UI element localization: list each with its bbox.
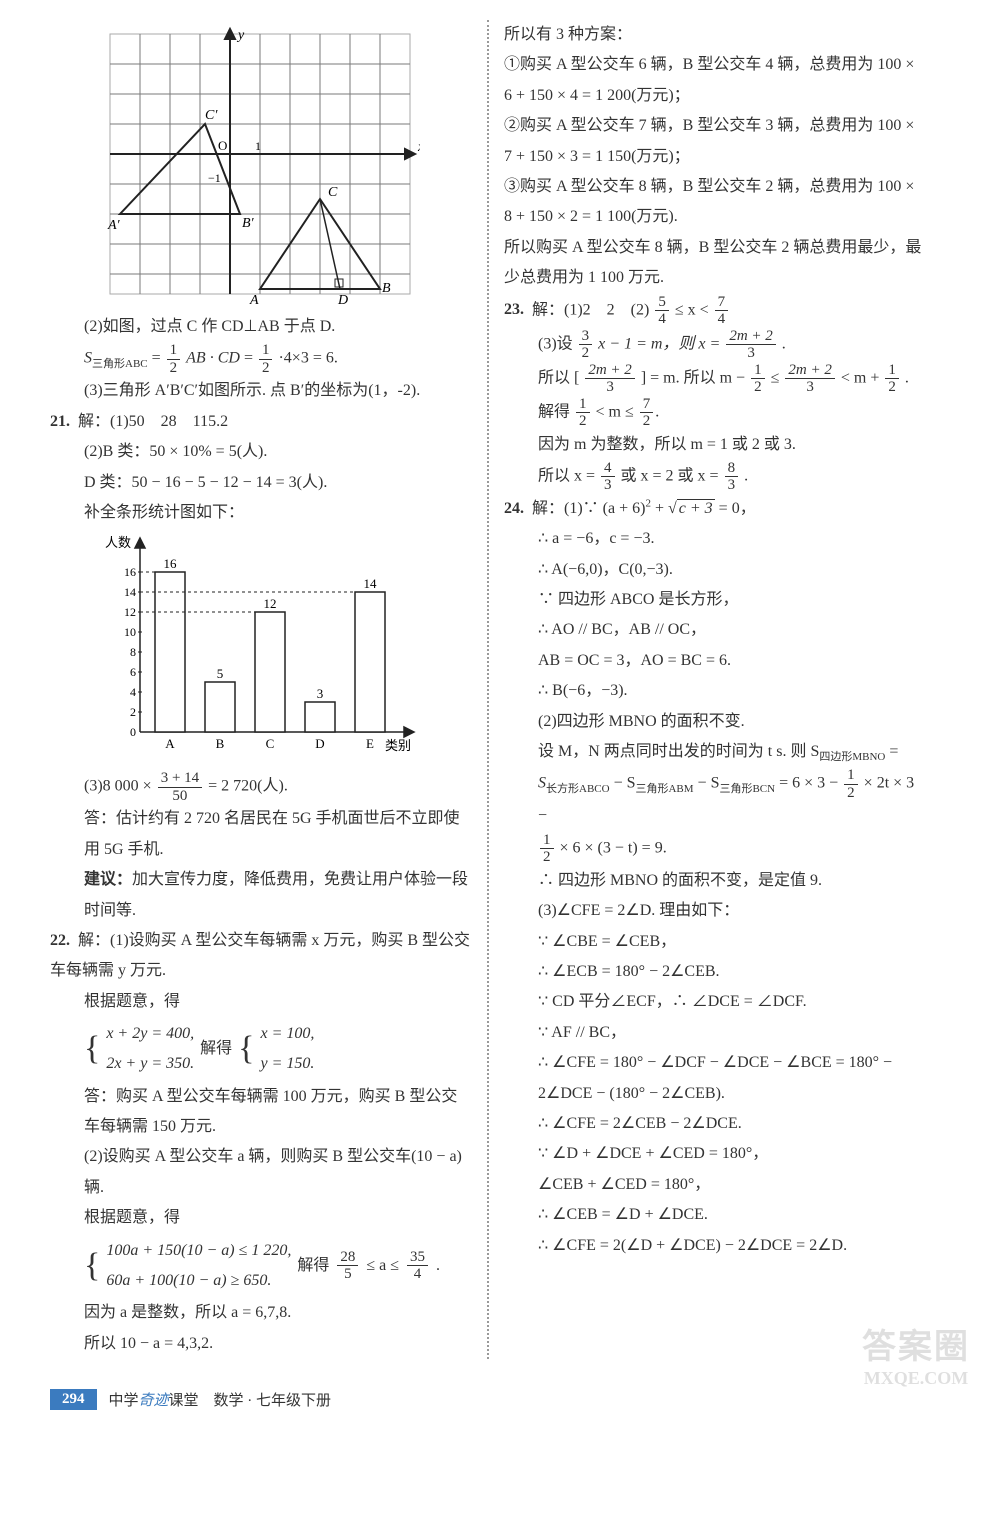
svg-text:B: B: [216, 736, 225, 751]
svg-text:8: 8: [130, 645, 136, 659]
r-d: ③购买 A 型公交车 8 辆，B 型公交车 2 辆，总费用为 100 × 8 +…: [504, 172, 924, 233]
q24-f: ∴ B(−6，−3).: [504, 676, 924, 706]
svg-text:−1: −1: [208, 171, 221, 185]
q21-3: (3)8 000 × 3 + 1450 = 2 720(人).: [50, 770, 470, 804]
svg-text:4: 4: [130, 685, 136, 699]
q22-system1: { x + 2y = 400, 2x + y = 350. 解得 { x = 1…: [50, 1017, 470, 1082]
q24-d: ∴ AO // BC，AB // OC，: [504, 615, 924, 645]
q24-3d: ∵ CD 平分∠ECF，∴ ∠DCE = ∠DCF.: [504, 987, 924, 1017]
svg-text:y: y: [236, 28, 245, 43]
svg-text:C: C: [266, 736, 275, 751]
q24-c: ∵ 四边形 ABCO 是长方形，: [504, 585, 924, 615]
svg-text:16: 16: [164, 556, 178, 571]
r-c: ②购买 A 型公交车 7 辆，B 型公交车 3 辆，总费用为 100 × 7 +…: [504, 111, 924, 172]
q24-head: 24.解：(1)∵ (a + 6)2 + √c + 3 = 0，: [504, 494, 924, 524]
left-column: x y O 1 −1 A B C D A′ B′ C′ (2)如图，过点 C 作…: [40, 20, 480, 1359]
q22-2b: 根据题意，得: [50, 1203, 470, 1233]
svg-text:6: 6: [130, 665, 136, 679]
q24-3j: ∴ ∠CEB = ∠D + ∠DCE.: [504, 1200, 924, 1230]
svg-text:x: x: [417, 140, 420, 155]
q22-2d: 所以 10 − a = 4,3,2.: [50, 1329, 470, 1359]
svg-text:B′: B′: [242, 216, 255, 231]
q22-2c: 因为 a 是整数，所以 a = 6,7,8.: [50, 1298, 470, 1328]
svg-text:E: E: [366, 736, 374, 751]
q24-2d: 12 × 6 × (3 − t) = 9.: [504, 832, 924, 866]
q24-3i: ∠CEB + ∠CED = 180°，: [504, 1170, 924, 1200]
q24-2e: ∴ 四边形 MBNO 的面积不变，是定值 9.: [504, 866, 924, 896]
q20-part3: (3)三角形 A′B′C′如图所示. 点 B′的坐标为(1，-2).: [50, 376, 470, 406]
svg-text:人数: 人数: [105, 535, 131, 550]
svg-text:A: A: [249, 293, 259, 304]
svg-text:O: O: [218, 138, 227, 153]
r-a: 所以有 3 种方案：: [504, 20, 924, 50]
svg-text:14: 14: [364, 576, 378, 591]
q23-solve: 解得 12 < m ≤ 72.: [504, 396, 924, 430]
r-b: ①购买 A 型公交车 6 辆，B 型公交车 4 辆，总费用为 100 × 6 +…: [504, 50, 924, 111]
svg-text:0: 0: [130, 725, 136, 739]
q22-system2: { 100a + 150(10 − a) ≤ 1 220, 60a + 100(…: [50, 1234, 470, 1299]
svg-text:12: 12: [264, 596, 277, 611]
q23-x: 所以 x = 43 或 x = 2 或 x = 83 .: [504, 460, 924, 494]
q23-so: 所以 [ 2m + 23 ] = m. 所以 m − 12 ≤ 2m + 23 …: [504, 362, 924, 396]
q24-3c: ∴ ∠ECB = 180° − 2∠CEB.: [504, 957, 924, 987]
q24-3g: ∴ ∠CFE = 2∠CEB − 2∠DCE.: [504, 1109, 924, 1139]
column-divider: [485, 20, 489, 1359]
svg-text:14: 14: [124, 585, 136, 599]
svg-text:1: 1: [255, 139, 261, 153]
svg-text:类别: 类别: [385, 738, 411, 753]
q23-head: 23.解：(1)2 2 (2) 54 ≤ x < 74: [504, 294, 924, 328]
q24-3h: ∵ ∠D + ∠DCE + ∠CED = 180°，: [504, 1139, 924, 1169]
q22-1a: 22.解：(1)设购买 A 型公交车每辆需 x 万元，购买 B 型公交车每辆需 …: [50, 926, 470, 987]
svg-text:C: C: [328, 185, 338, 200]
svg-text:C′: C′: [205, 108, 218, 123]
q21-ans: 答：估计约有 2 720 名居民在 5G 手机面世后不立即使用 5G 手机.: [50, 804, 470, 865]
q24-3f: ∴ ∠CFE = 180° − ∠DCF − ∠DCE − ∠BCE = 180…: [504, 1048, 924, 1109]
svg-text:12: 12: [124, 605, 136, 619]
q24-b: ∴ A(−6,0)，C(0,−3).: [504, 555, 924, 585]
page: x y O 1 −1 A B C D A′ B′ C′ (2)如图，过点 C 作…: [0, 0, 1000, 1379]
coordinate-grid-figure: x y O 1 −1 A B C D A′ B′ C′: [100, 24, 420, 304]
q24-a: ∴ a = −6，c = −3.: [504, 524, 924, 554]
svg-text:B: B: [382, 281, 391, 296]
q24-3b: ∵ ∠CBE = ∠CEB，: [504, 927, 924, 957]
svg-text:10: 10: [124, 625, 136, 639]
q24-3a: (3)∠CFE = 2∠D. 理由如下：: [504, 896, 924, 926]
svg-text:16: 16: [124, 565, 136, 579]
q23-int: 因为 m 为整数，所以 m = 1 或 2 或 3.: [504, 430, 924, 460]
q20-part2-formula: S三角形ABC = 12 AB · CD = 12 ·4×3 = 6.: [50, 342, 470, 376]
footer: 294 中学奇迹课堂 数学 · 七年级下册: [0, 1379, 1000, 1430]
svg-text:D: D: [315, 736, 324, 751]
q24-2a: (2)四边形 MBNO 的面积不变.: [504, 707, 924, 737]
bar-chart-figure: 人数 类别 0 2 4 6 8 10 12 14 16: [100, 532, 420, 762]
q21-2c: 补全条形统计图如下：: [50, 498, 470, 528]
q22-2a: (2)设购买 A 型公交车 a 辆，则购买 B 型公交车(10 − a)辆.: [50, 1142, 470, 1203]
svg-text:A: A: [165, 736, 175, 751]
svg-text:2: 2: [130, 705, 136, 719]
q21-suggestion: 建议：加大宣传力度，降低费用，免费让用户体验一段时间等.: [50, 865, 470, 926]
svg-text:3: 3: [317, 686, 324, 701]
q24-3k: ∴ ∠CFE = 2(∠D + ∠DCE) − 2∠DCE = 2∠D.: [504, 1231, 924, 1261]
q24-3e: ∵ AF // BC，: [504, 1018, 924, 1048]
q21-2a: (2)B 类：50 × 10% = 5(人).: [50, 437, 470, 467]
footer-text: 中学奇迹课堂 数学 · 七年级下册: [109, 1389, 332, 1410]
q20-part2: (2)如图，过点 C 作 CD⊥AB 于点 D.: [50, 312, 470, 342]
q24-2c: S长方形ABCO − S三角形ABM − S三角形BCN = 6 × 3 − 1…: [504, 767, 924, 831]
q24-e: AB = OC = 3，AO = BC = 6.: [504, 646, 924, 676]
svg-text:A′: A′: [107, 218, 121, 233]
svg-text:5: 5: [217, 666, 224, 681]
q21-head: 21.解：(1)50 28 115.2: [50, 407, 470, 437]
right-column: 所以有 3 种方案： ①购买 A 型公交车 6 辆，B 型公交车 4 辆，总费用…: [494, 20, 934, 1359]
q24-2b: 设 M，N 两点同时出发的时间为 t s. 则 S四边形MBNO =: [504, 737, 924, 767]
page-number: 294: [50, 1389, 97, 1410]
q23-3a: (3)设 32 x − 1 = m，则 x = 2m + 23 .: [504, 328, 924, 362]
svg-text:D: D: [337, 293, 348, 304]
q22-1ans: 答：购买 A 型公交车每辆需 100 万元，购买 B 型公交车每辆需 150 万…: [50, 1082, 470, 1143]
q22-1b: 根据题意，得: [50, 987, 470, 1017]
q21-2b: D 类：50 − 16 − 5 − 12 − 14 = 3(人).: [50, 468, 470, 498]
r-e: 所以购买 A 型公交车 8 辆，B 型公交车 2 辆总费用最少，最少总费用为 1…: [504, 233, 924, 294]
